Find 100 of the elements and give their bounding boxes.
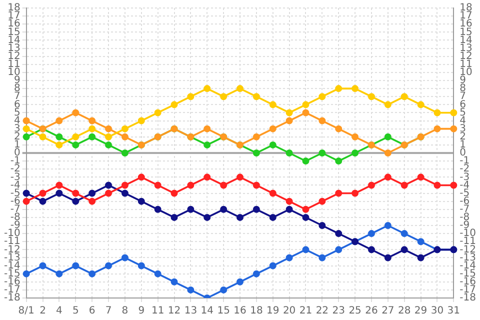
- point: [384, 222, 392, 229]
- x-tick-label: 6: [88, 306, 96, 317]
- point: [105, 133, 112, 140]
- point: [105, 141, 112, 148]
- point: [335, 230, 342, 238]
- x-tick-label: 16: [234, 306, 246, 317]
- x-tick-label: 29: [414, 306, 428, 317]
- point: [269, 214, 276, 221]
- point: [450, 109, 458, 116]
- point: [39, 190, 46, 197]
- point: [204, 141, 211, 148]
- point: [352, 85, 359, 92]
- point: [56, 270, 63, 278]
- point: [138, 117, 145, 124]
- point: [318, 93, 326, 100]
- point: [417, 101, 424, 108]
- point: [252, 150, 260, 156]
- point: [434, 182, 441, 189]
- point: [170, 278, 178, 286]
- point: [220, 286, 228, 294]
- point: [88, 198, 96, 205]
- point: [204, 125, 211, 132]
- point: [400, 246, 408, 254]
- x-tick-label: 26: [365, 306, 378, 317]
- point: [269, 101, 276, 108]
- point: [368, 182, 375, 189]
- point: [56, 141, 63, 148]
- point: [335, 85, 342, 92]
- point: [368, 246, 375, 254]
- point: [384, 174, 392, 181]
- point: [450, 125, 458, 132]
- point: [286, 109, 293, 116]
- point: [88, 270, 96, 278]
- x-tick-label: 25: [348, 306, 362, 317]
- point: [368, 230, 375, 238]
- point: [88, 125, 96, 132]
- x-tick-label: 2: [40, 306, 46, 317]
- point: [121, 254, 128, 262]
- point: [187, 182, 194, 189]
- point: [22, 190, 30, 197]
- x-tick-label: 8/1: [18, 306, 34, 317]
- point: [384, 254, 392, 262]
- point: [286, 150, 293, 156]
- point: [154, 182, 162, 189]
- point: [105, 190, 112, 197]
- x-tick-label: 19: [266, 306, 280, 317]
- point: [286, 117, 293, 124]
- point: [56, 182, 63, 189]
- point: [236, 214, 244, 221]
- point: [417, 174, 424, 181]
- point: [252, 93, 260, 100]
- x-tick-label: 23: [332, 306, 345, 317]
- x-tick-label: 21: [299, 306, 312, 317]
- point: [252, 182, 260, 189]
- x-tick-label: 5: [72, 306, 79, 317]
- point: [22, 117, 30, 124]
- x-tick-label: 22: [316, 306, 329, 317]
- point: [72, 262, 80, 270]
- point: [269, 141, 276, 148]
- point: [269, 125, 276, 132]
- point: [121, 125, 128, 132]
- point: [335, 246, 342, 254]
- point: [417, 238, 424, 246]
- point: [121, 182, 128, 189]
- point: [39, 262, 46, 270]
- x-tick-label: 4: [56, 306, 62, 317]
- point: [187, 206, 194, 213]
- point: [450, 182, 458, 189]
- point: [39, 198, 46, 205]
- point: [22, 133, 30, 140]
- point: [187, 286, 194, 294]
- point: [335, 158, 342, 165]
- point: [138, 198, 145, 205]
- point: [335, 125, 342, 132]
- point: [187, 93, 194, 100]
- point: [318, 117, 326, 124]
- point: [88, 133, 96, 140]
- point: [302, 214, 310, 221]
- point: [170, 214, 178, 221]
- point: [302, 206, 310, 213]
- point: [400, 93, 408, 100]
- point: [236, 174, 244, 181]
- x-tick-label: 15: [217, 306, 230, 317]
- point: [56, 117, 63, 124]
- point: [105, 262, 112, 270]
- x-tick-label: 9: [138, 306, 145, 317]
- x-tick-label: 12: [168, 306, 181, 317]
- point: [121, 190, 128, 197]
- point: [56, 133, 63, 140]
- point: [302, 109, 310, 116]
- point: [302, 246, 310, 254]
- point: [434, 125, 441, 132]
- point: [434, 109, 441, 116]
- point: [318, 150, 326, 156]
- point: [368, 93, 375, 100]
- point: [252, 133, 260, 140]
- point: [220, 93, 228, 100]
- point: [204, 85, 211, 92]
- point: [302, 101, 310, 108]
- point: [286, 254, 293, 262]
